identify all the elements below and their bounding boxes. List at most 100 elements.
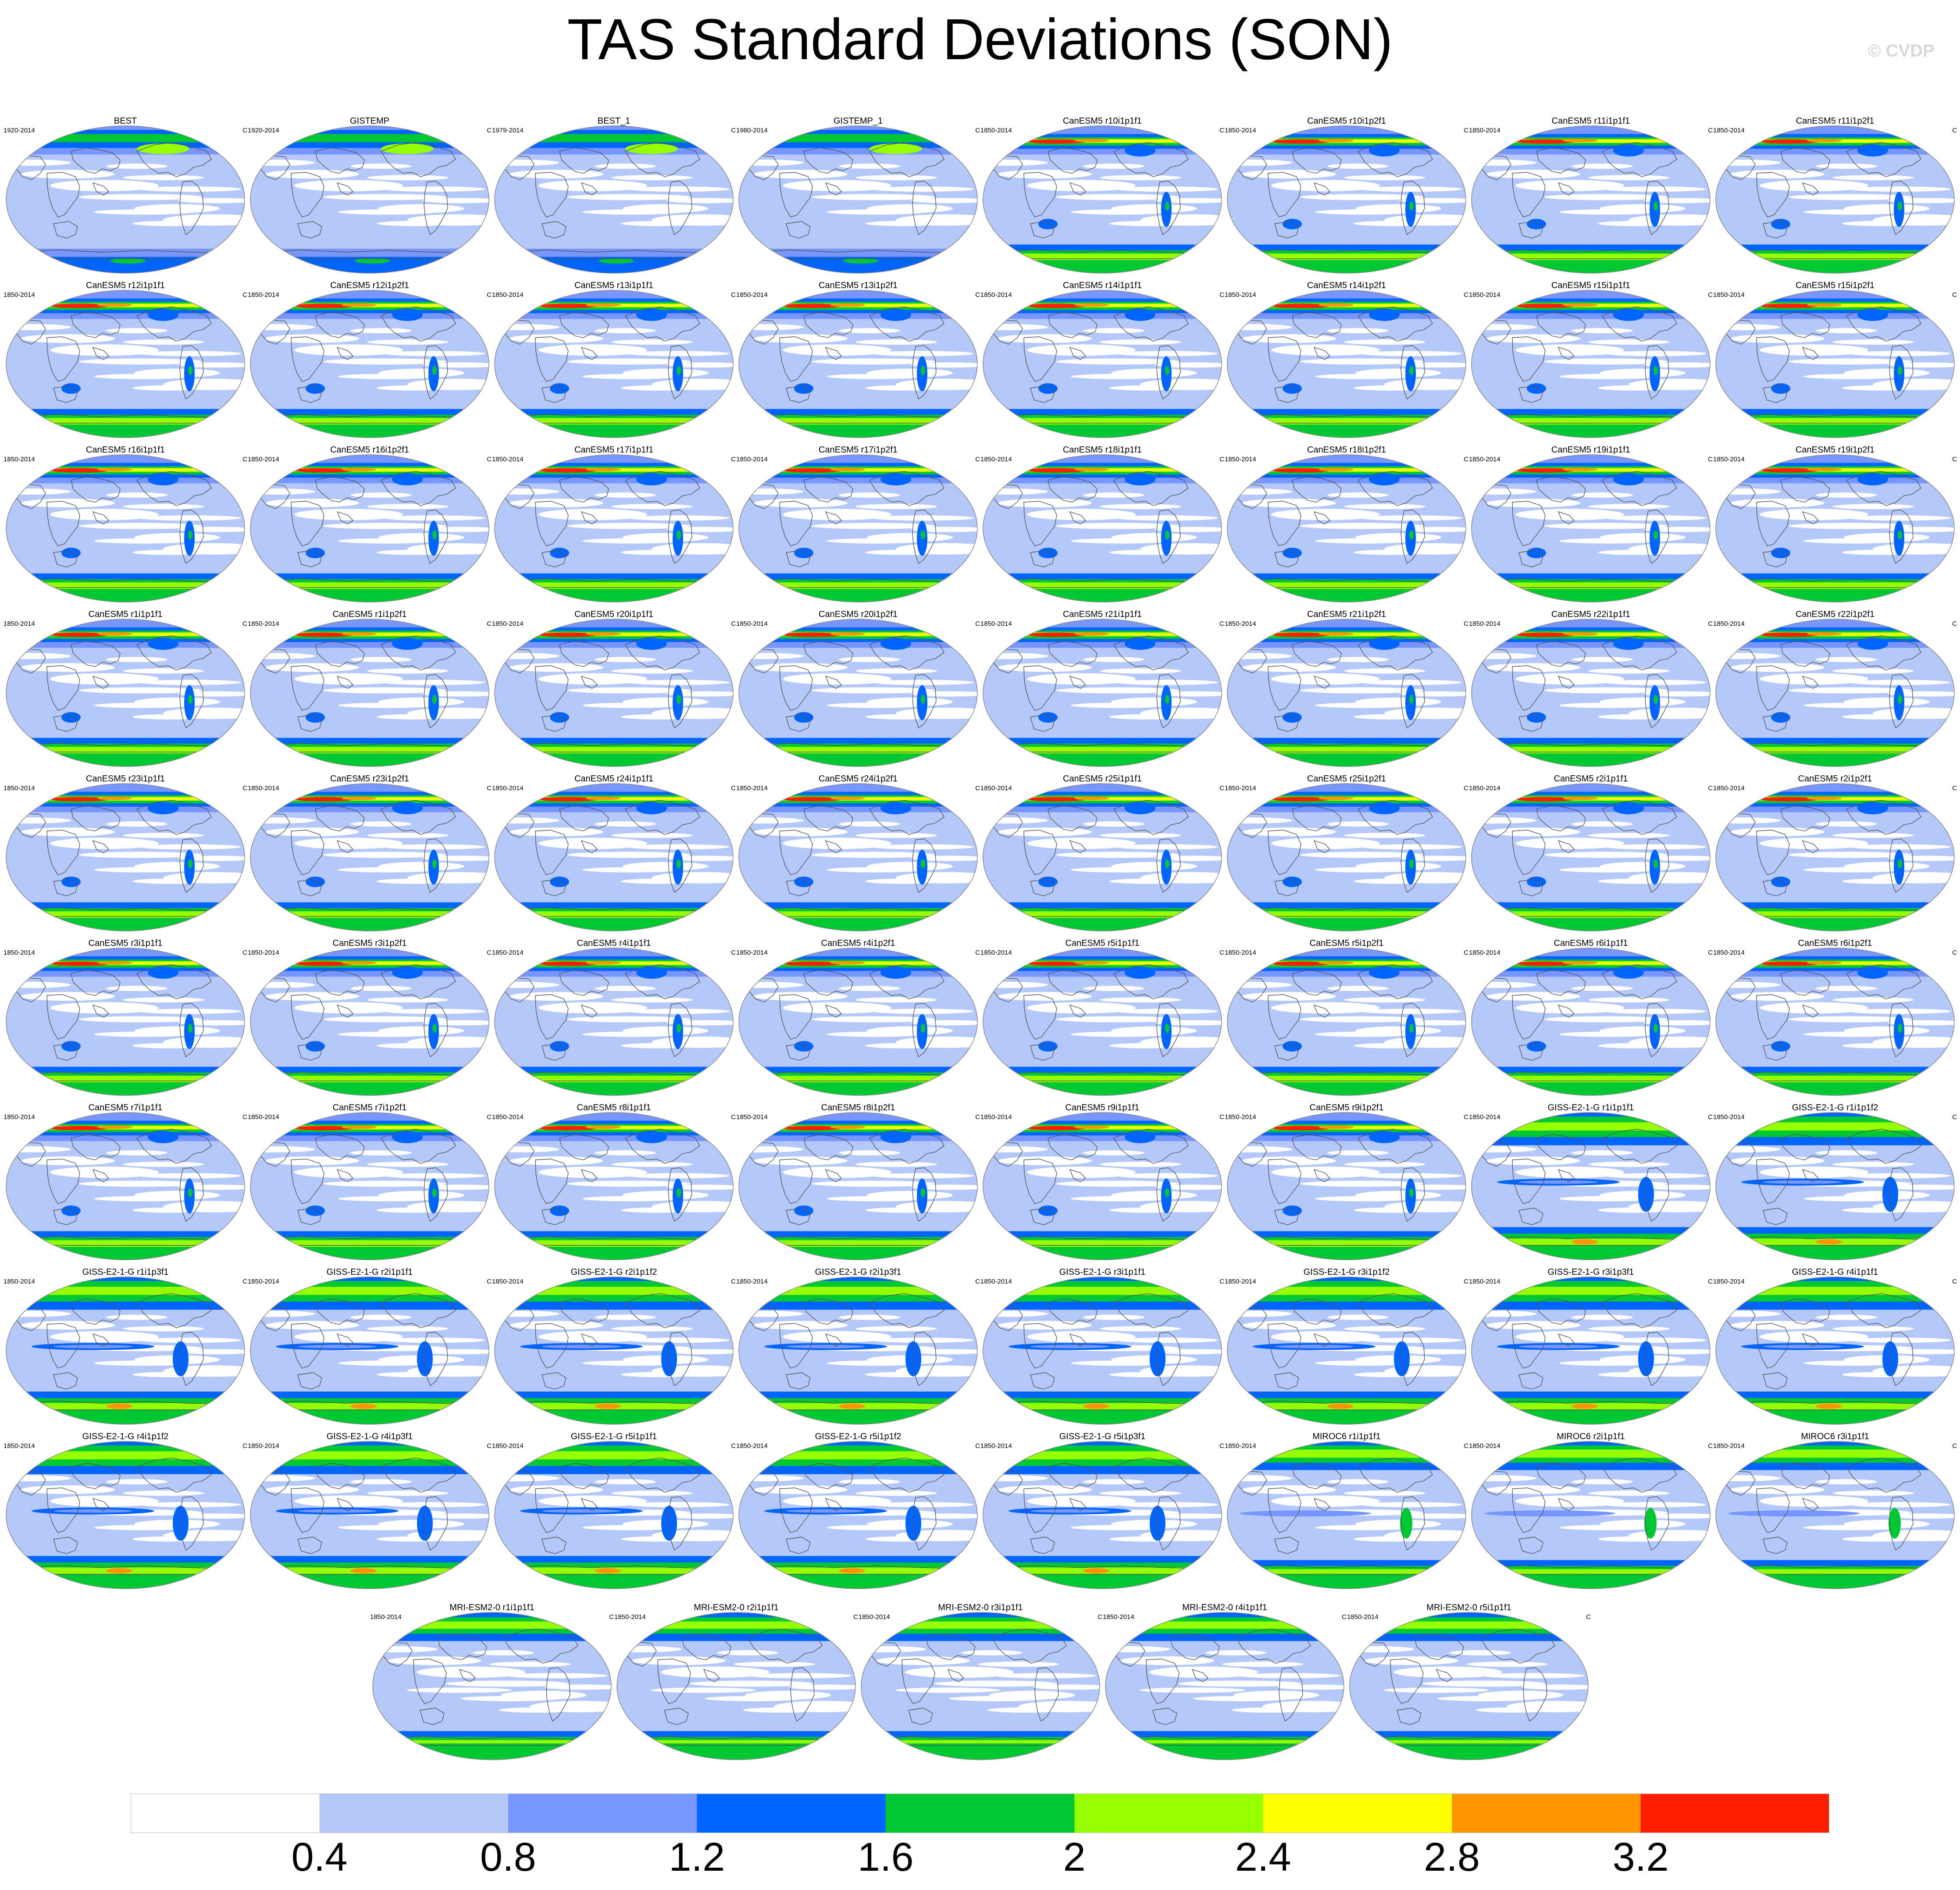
panel-title: CanESM5 r17i1p1f1 xyxy=(574,445,654,455)
panel-units: C xyxy=(1219,949,1224,956)
panel-title: CanESM5 r1i1p1f1 xyxy=(88,610,163,619)
panel-units: C xyxy=(731,456,736,463)
panel-years: 1850-2014 xyxy=(1225,456,1256,463)
panel-years: 1850-2014 xyxy=(492,949,524,956)
panel-years: 1850-2014 xyxy=(248,291,279,299)
robinson-map xyxy=(1715,1441,1955,1589)
robinson-map xyxy=(983,454,1222,603)
map-panel-giss-e2-1-g-r3i1p3f1: GISS-E2-1-G r3i1p3f1 1850-2014 C xyxy=(1469,1267,1713,1425)
panel-years: 1850-2014 xyxy=(1225,1113,1256,1121)
panel-years: 1850-2014 xyxy=(736,785,768,792)
panel-title: CanESM5 r10i1p1f1 xyxy=(1062,116,1142,126)
panel-title: CanESM5 r20i1p1f1 xyxy=(574,610,654,619)
panel-units: C xyxy=(1464,291,1468,299)
panel-title: MRI-ESM2-0 r2i1p1f1 xyxy=(694,1603,779,1612)
panel-units: C xyxy=(242,620,247,628)
panel-years: 1850-2014 xyxy=(1225,1442,1256,1450)
panel-title: CanESM5 r7i1p1f1 xyxy=(88,1103,163,1113)
map-panel-giss-e2-1-g-r4i1p1f2: GISS-E2-1-G r4i1p1f2 1850-2014 C xyxy=(4,1432,247,1590)
panel-title: CanESM5 r12i1p1f1 xyxy=(86,281,165,290)
map-panel-canesm5-r12i1p1f1: CanESM5 r12i1p1f1 1850-2014 C xyxy=(4,281,247,439)
map-panel-best: BEST 1920-2014 C xyxy=(4,116,247,274)
panel-units: C xyxy=(242,1278,247,1285)
robinson-map xyxy=(6,125,245,274)
map-panel-canesm5-r18i1p1f1: CanESM5 r18i1p1f1 1850-2014 C xyxy=(980,445,1224,603)
panel-units: C xyxy=(1586,1613,1591,1621)
robinson-map xyxy=(494,1277,734,1425)
colorbar-bin xyxy=(697,1794,886,1833)
panel-title: CanESM5 r2i1p2f1 xyxy=(1798,774,1872,784)
panel-units: C xyxy=(1952,127,1957,134)
panel-units: C xyxy=(1708,785,1713,792)
panel-title: BEST xyxy=(114,116,137,126)
colorbar-bin xyxy=(131,1794,320,1833)
map-panel-canesm5-r5i1p2f1: CanESM5 r5i1p2f1 1850-2014 C xyxy=(1225,938,1468,1096)
panel-title: CanESM5 r5i1p2f1 xyxy=(1309,938,1384,948)
map-panel-canesm5-r18i1p2f1: CanESM5 r18i1p2f1 1850-2014 C xyxy=(1225,445,1468,603)
panel-title: CanESM5 r14i1p1f1 xyxy=(1062,281,1142,290)
panel-title: GISS-E2-1-G r3i1p3f1 xyxy=(1547,1267,1634,1277)
panel-years: 1850-2014 xyxy=(1225,291,1256,299)
panel-units: C xyxy=(242,1442,247,1450)
map-panel-canesm5-r22i1p2f1: CanESM5 r22i1p2f1 1850-2014 C xyxy=(1713,610,1957,767)
panel-years: 1850-2014 xyxy=(980,1442,1012,1450)
robinson-map xyxy=(983,783,1222,931)
colorbar-tick-label: 2 xyxy=(1063,1835,1086,1879)
panel-years: 1850-2014 xyxy=(492,620,524,628)
panel-units: C xyxy=(1098,1613,1102,1621)
map-panel-canesm5-r25i1p1f1: CanESM5 r25i1p1f1 1850-2014 C xyxy=(980,774,1224,932)
map-panel-canesm5-r4i1p2f1: CanESM5 r4i1p2f1 1850-2014 C xyxy=(736,938,980,1096)
panel-units: C xyxy=(1952,291,1957,299)
map-panel-canesm5-r15i1p1f1: CanESM5 r15i1p1f1 1850-2014 C xyxy=(1469,281,1713,439)
map-panel-canesm5-r25i1p2f1: CanESM5 r25i1p2f1 1850-2014 C xyxy=(1225,774,1468,932)
panel-title: CanESM5 r23i1p2f1 xyxy=(330,774,410,784)
panel-title: CanESM5 r19i1p2f1 xyxy=(1795,445,1875,455)
panel-years: 1850-2014 xyxy=(980,620,1012,628)
panel-title: CanESM5 r5i1p1f1 xyxy=(1065,938,1140,948)
panel-units: C xyxy=(1952,785,1957,792)
map-panel-mri-esm2-0-r5i1p1f1: MRI-ESM2-0 r5i1p1f1 1850-2014 C xyxy=(1347,1603,1591,1761)
panel-units: C xyxy=(1219,1442,1224,1450)
robinson-map xyxy=(1227,290,1466,438)
panel-years: 1850-2014 xyxy=(1713,127,1745,134)
map-panel-canesm5-r1i1p2f1: CanESM5 r1i1p2f1 1850-2014 C xyxy=(248,610,492,767)
panel-units: C xyxy=(609,1613,614,1621)
colorbar-labels: 0.4 0.8 1.2 1.6 2 2.4 2.8 3.2 xyxy=(131,1833,1829,1886)
panel-years: 1850-2014 xyxy=(492,1113,524,1121)
map-panel-canesm5-r14i1p1f1: CanESM5 r14i1p1f1 1850-2014 C xyxy=(980,281,1224,439)
map-panel-giss-e2-1-g-r3i1p1f1: GISS-E2-1-G r3i1p1f1 1850-2014 C xyxy=(980,1267,1224,1425)
map-panel-canesm5-r8i1p2f1: CanESM5 r8i1p2f1 1850-2014 C xyxy=(736,1103,980,1261)
panel-years: 1980-2014 xyxy=(736,127,768,134)
map-panel-canesm5-r4i1p1f1: CanESM5 r4i1p1f1 1850-2014 C xyxy=(492,938,736,1096)
panel-units: C xyxy=(242,456,247,463)
robinson-map xyxy=(6,619,245,767)
panel-title: GISS-E2-1-G r1i1p1f2 xyxy=(1792,1103,1878,1113)
map-panel-grid: BEST 1920-2014 C GISTEMP 1920-2014 C BEST_1 197… xyxy=(4,116,1957,1761)
panel-years: 1850-2014 xyxy=(4,1113,35,1121)
robinson-map xyxy=(1227,619,1466,767)
map-panel-gistemp-1: GISTEMP_1 1980-2014 C xyxy=(736,116,980,274)
panel-years: 1850-2014 xyxy=(4,785,35,792)
panel-years: 1850-2014 xyxy=(980,127,1012,134)
robinson-map xyxy=(1227,1277,1466,1425)
panel-units: C xyxy=(1342,1613,1347,1621)
map-panel-giss-e2-1-g-r5i1p1f1: GISS-E2-1-G r5i1p1f1 1850-2014 C xyxy=(492,1432,736,1590)
colorbar-tick-label: 0.4 xyxy=(291,1835,348,1879)
robinson-map xyxy=(983,290,1222,438)
panel-units: C xyxy=(975,1278,980,1285)
panel-units: C xyxy=(1952,620,1957,628)
robinson-map xyxy=(250,948,489,1096)
panel-units: C xyxy=(731,127,736,134)
panel-years: 1850-2014 xyxy=(1713,1113,1745,1121)
panel-years: 1850-2014 xyxy=(1469,1278,1500,1285)
map-panel-canesm5-r23i1p2f1: CanESM5 r23i1p2f1 1850-2014 C xyxy=(248,774,492,932)
panel-title: CanESM5 r24i1p2f1 xyxy=(818,774,898,784)
robinson-map xyxy=(983,1441,1222,1589)
panel-years: 1850-2014 xyxy=(736,1278,768,1285)
panel-years: 1850-2014 xyxy=(1469,620,1500,628)
panel-units: C xyxy=(1708,949,1713,956)
panel-units: C xyxy=(242,1113,247,1121)
panel-title: BEST_1 xyxy=(597,116,631,126)
panel-title: CanESM5 r18i1p1f1 xyxy=(1062,445,1142,455)
map-panel-gistemp: GISTEMP 1920-2014 C xyxy=(248,116,492,274)
